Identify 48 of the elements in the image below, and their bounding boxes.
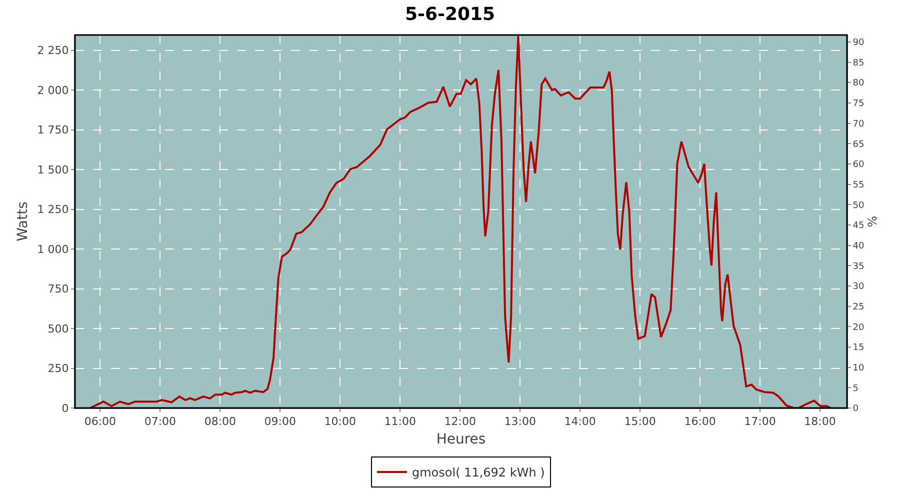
- x-tick-label: 06:00: [84, 415, 116, 428]
- y2-tick-label: 50: [852, 200, 865, 211]
- y2-tick-label: 15: [852, 343, 864, 354]
- y-tick-label: 0: [62, 402, 69, 415]
- y2-tick-label: 20: [852, 322, 865, 333]
- y2-tick-label: 70: [852, 119, 865, 130]
- y-tick-label: 2 250: [37, 44, 69, 58]
- x-tick-label: 18:00: [804, 415, 836, 428]
- y2-tick-label: 85: [852, 58, 864, 68]
- y2-tick-label: 40: [852, 241, 865, 252]
- y2-tick-label: 25: [852, 302, 864, 312]
- x-tick-label: 12:00: [444, 415, 476, 428]
- y2-tick-label: 5: [852, 384, 859, 394]
- y-tick-label: 1 250: [37, 203, 69, 216]
- line-series: [89, 35, 832, 408]
- y2-tick-label: 10: [852, 363, 865, 374]
- legend-label: gmosol( 11,692 kWh ): [412, 466, 545, 480]
- x-tick-label: 16:00: [684, 415, 716, 428]
- y-tick-label: 750: [48, 282, 69, 296]
- y-axis-title: Watts: [14, 202, 31, 242]
- y-tick-label: 250: [48, 362, 69, 376]
- y-tick-label: 1 750: [37, 124, 69, 137]
- chart-title: 5-6-2015: [404, 4, 496, 26]
- y2-tick-label: 80: [852, 78, 865, 89]
- y2-axis-title: %: [865, 216, 880, 228]
- y2-tick-label: 75: [852, 99, 864, 110]
- x-tick-label: 09:00: [264, 415, 296, 428]
- x-tick-label: 10:00: [324, 415, 356, 428]
- x-axis-title: Heures: [436, 432, 486, 448]
- x-tick-label: 07:00: [144, 415, 176, 428]
- y2-tick-label: 35: [852, 262, 864, 272]
- y2-tick-label: 65: [852, 140, 864, 150]
- y-tick-label: 1 000: [37, 242, 69, 256]
- y-tick-label: 1 500: [37, 163, 69, 176]
- y-tick-label: 2 000: [37, 84, 69, 97]
- x-tick-label: 14:00: [564, 415, 596, 428]
- y-tick-label: 500: [48, 322, 69, 336]
- x-tick-label: 13:00: [504, 415, 536, 428]
- y2-tick-label: 90: [852, 38, 865, 48]
- y2-tick-label: 0: [852, 404, 859, 414]
- y2-tick-label: 45: [852, 221, 864, 232]
- y2-tick-label: 55: [852, 180, 864, 190]
- x-tick-label: 08:00: [204, 415, 236, 428]
- x-tick-label: 17:00: [744, 415, 776, 428]
- x-tick-label: 11:00: [384, 415, 416, 428]
- x-tick-label: 15:00: [624, 415, 656, 428]
- y2-tick-label: 60: [852, 160, 865, 170]
- y2-tick-label: 30: [852, 282, 865, 292]
